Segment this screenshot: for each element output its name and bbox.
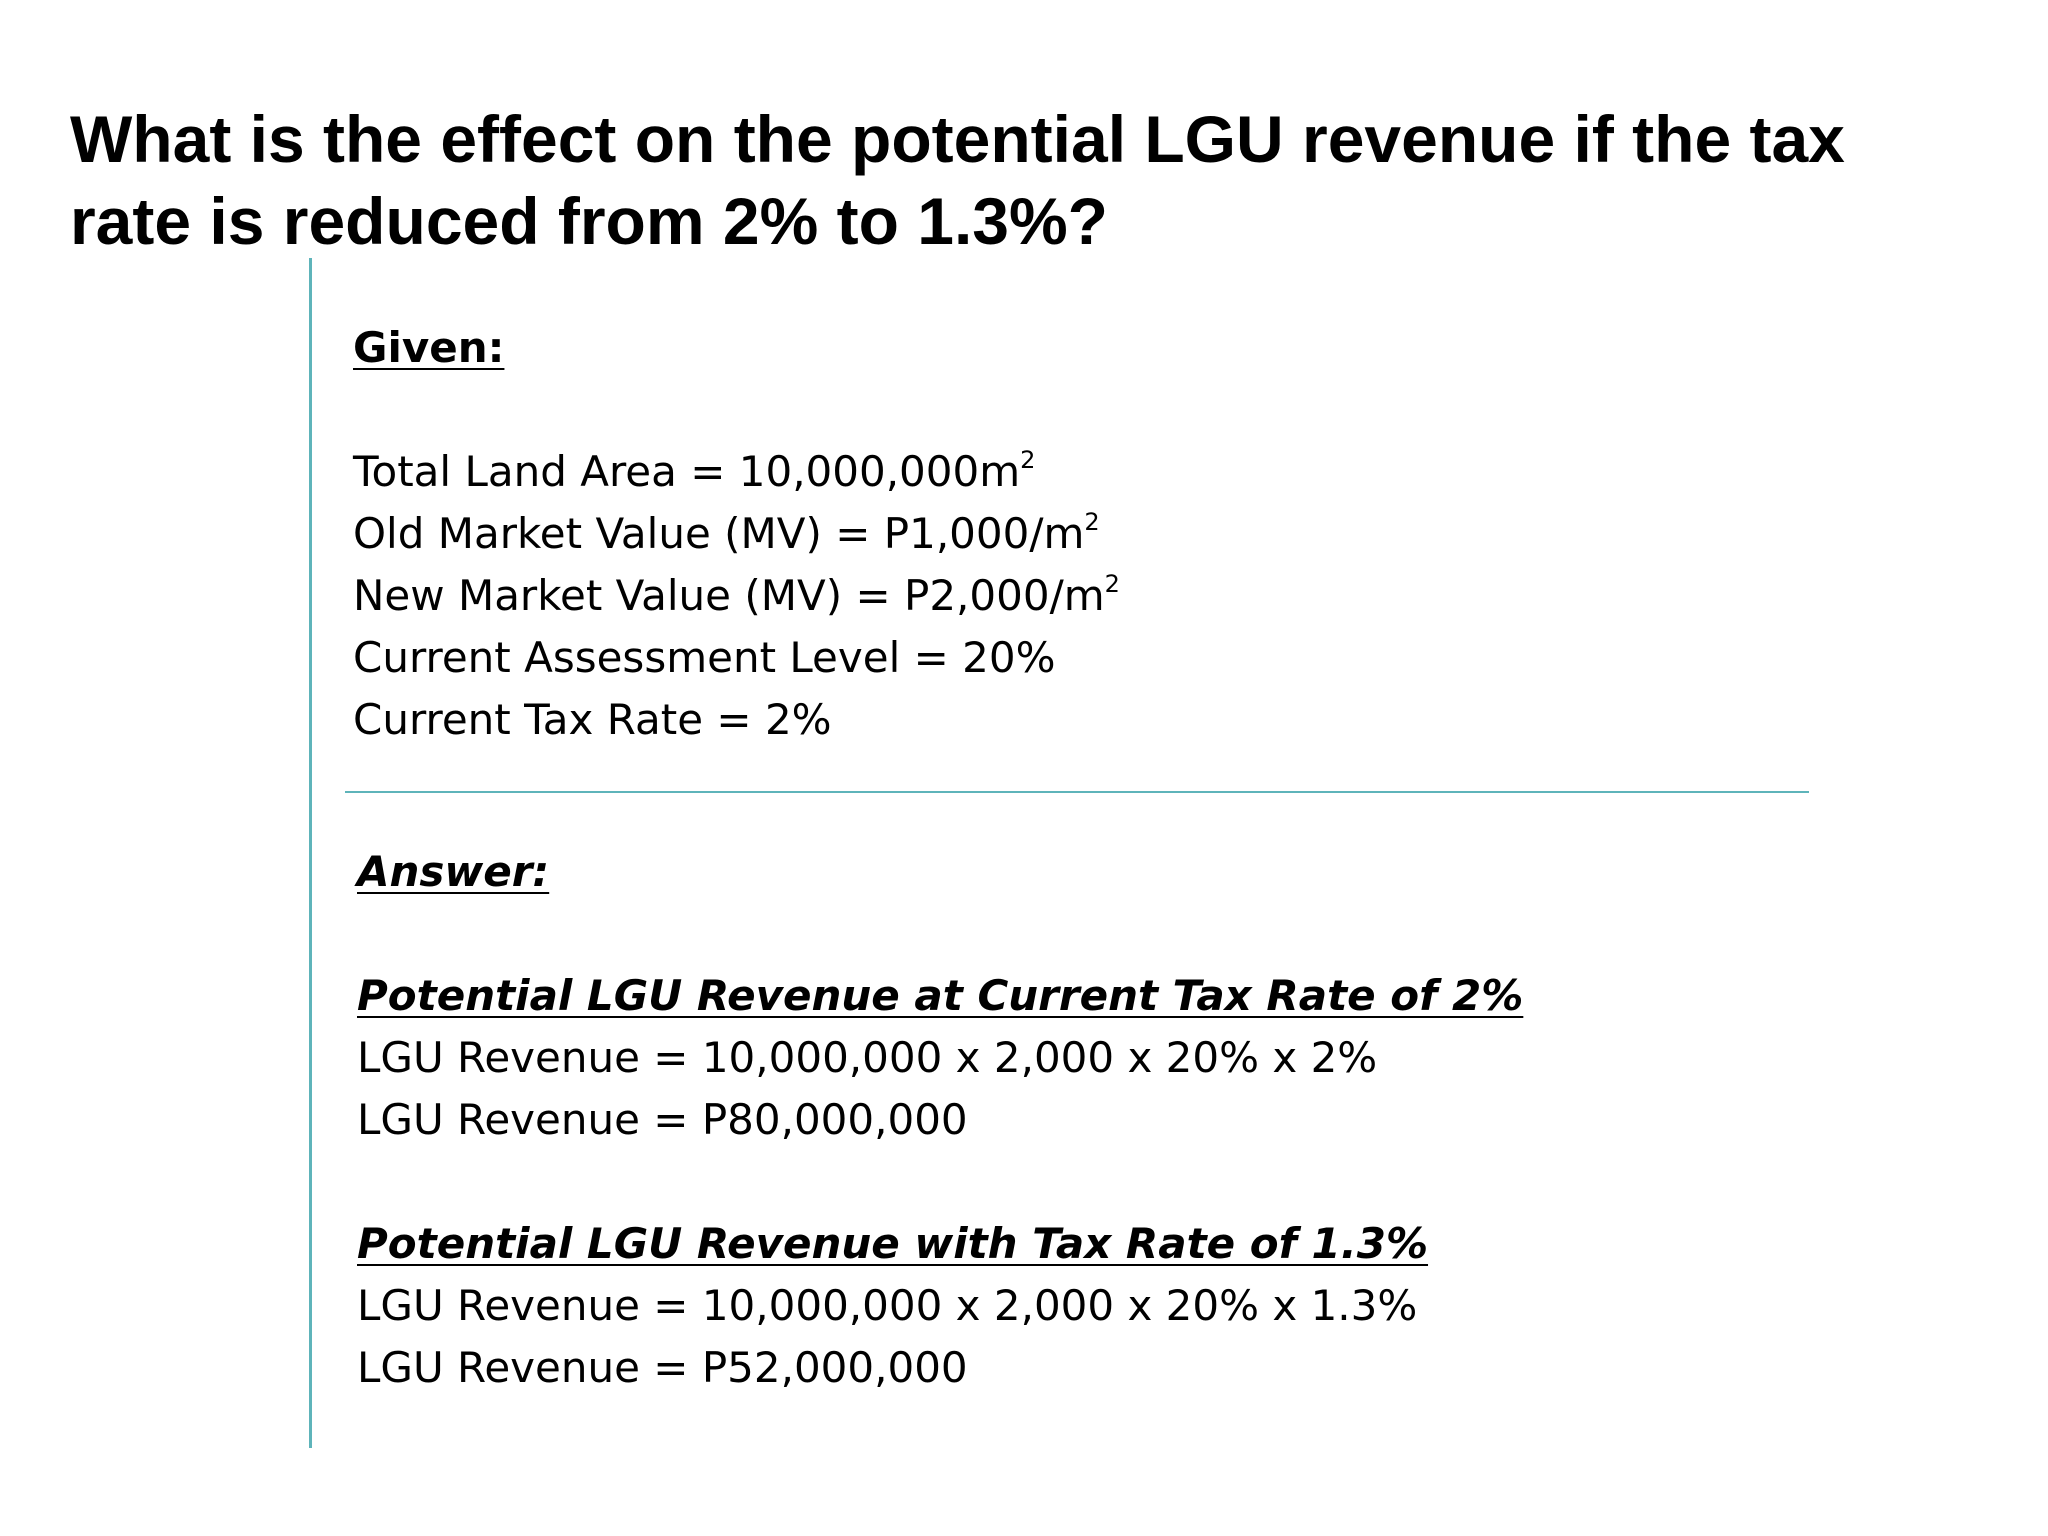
current-rate-heading: Potential LGU Revenue at Current Tax Rat… <box>357 971 1524 1020</box>
vertical-divider <box>309 258 312 1448</box>
spacer <box>357 1151 1523 1213</box>
given-section: Given: Total Land Area = 10,000,000m2 Ol… <box>353 317 1120 751</box>
horizontal-divider <box>345 791 1809 793</box>
current-rate-result: LGU Revenue = P80,000,000 <box>357 1095 968 1144</box>
answer-heading: Answer: <box>357 847 550 896</box>
reduced-rate-heading: Potential LGU Revenue with Tax Rate of 1… <box>357 1219 1429 1268</box>
spacer <box>353 379 1120 441</box>
given-item-old-mv: Old Market Value (MV) = P1,000/m2 <box>353 508 1100 558</box>
answer-section: Answer: Potential LGU Revenue at Current… <box>357 841 1523 1399</box>
reduced-rate-formula: LGU Revenue = 10,000,000 x 2,000 x 20% x… <box>357 1281 1418 1330</box>
given-heading: Given: <box>353 323 505 372</box>
given-item-land-area: Total Land Area = 10,000,000m2 <box>353 446 1036 496</box>
given-item-assessment-level: Current Assessment Level = 20% <box>353 633 1056 682</box>
page-title: What is the effect on the potential LGU … <box>70 102 1845 258</box>
reduced-rate-result: LGU Revenue = P52,000,000 <box>357 1343 968 1392</box>
given-item-tax-rate: Current Tax Rate = 2% <box>353 695 832 744</box>
given-item-new-mv: New Market Value (MV) = P2,000/m2 <box>353 570 1120 620</box>
current-rate-formula: LGU Revenue = 10,000,000 x 2,000 x 20% x… <box>357 1033 1378 1082</box>
spacer <box>357 903 1523 965</box>
